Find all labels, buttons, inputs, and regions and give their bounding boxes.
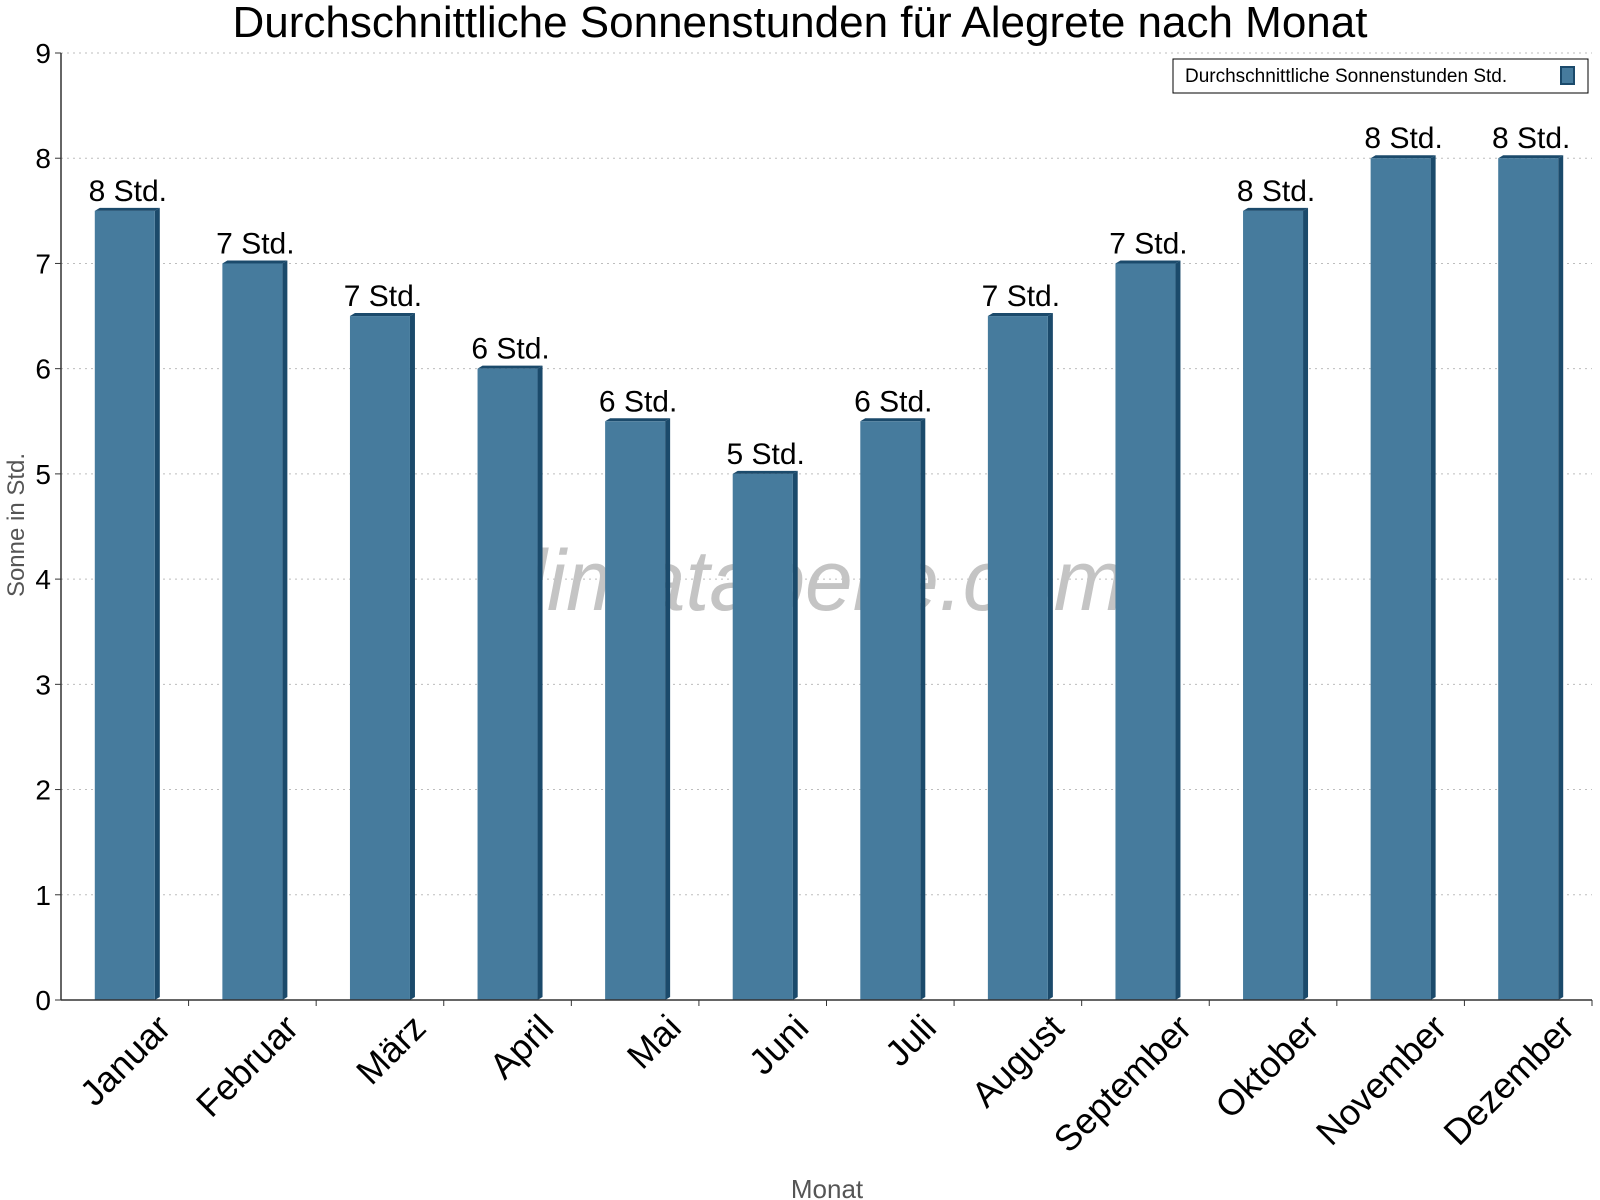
- bar: [1115, 263, 1176, 1000]
- bar: [349, 316, 410, 1000]
- bar: [605, 421, 666, 1000]
- bar: [1370, 158, 1431, 1000]
- bar-top: [1243, 207, 1309, 211]
- bar-value-label: 6 Std.: [854, 385, 932, 418]
- bar-value-label: 6 Std.: [471, 333, 549, 366]
- bar-value-label: 8 Std.: [1492, 122, 1570, 155]
- y-tick-label: 1: [35, 880, 51, 911]
- bar-group: 8 Std.: [89, 175, 167, 1001]
- x-tick-label: Oktober: [1207, 1007, 1327, 1127]
- bar-group: 8 Std.: [1364, 122, 1443, 1000]
- bar-side: [1175, 260, 1181, 1000]
- y-axis-label: Sonne in Std.: [3, 453, 30, 597]
- legend: Durchschnittliche Sonnenstunden Std.: [1172, 58, 1589, 94]
- x-tick-label: Februar: [188, 1007, 306, 1125]
- y-tick-label: 2: [35, 775, 51, 806]
- bar-side: [792, 470, 798, 1000]
- bar-group: 7 Std.: [982, 280, 1060, 1000]
- x-axis-label: Monat: [791, 1174, 864, 1200]
- x-tick-label: November: [1308, 1007, 1454, 1153]
- bar-group: 6 Std.: [599, 385, 677, 1000]
- bar-top: [1115, 260, 1181, 264]
- bar-value-label: 6 Std.: [599, 385, 677, 418]
- y-tick-label: 6: [35, 354, 51, 385]
- bar-value-label: 7 Std.: [216, 227, 294, 260]
- bar: [477, 368, 538, 1001]
- y-axis-ticks: 0 1 2 3 4 5 6 7 8 9: [35, 38, 61, 1016]
- x-tick-label: Juni: [741, 1007, 817, 1083]
- bar-side: [665, 418, 671, 1000]
- bar-value-label: 7 Std.: [982, 280, 1060, 313]
- bar-side: [282, 260, 288, 1000]
- bar-value-label: 8 Std.: [89, 175, 167, 208]
- x-tick-label: Januar: [72, 1007, 179, 1114]
- bar-side: [1303, 207, 1309, 1001]
- y-tick-label: 3: [35, 669, 51, 700]
- y-tick-label: 7: [35, 248, 51, 279]
- y-tick-label: 4: [35, 564, 51, 595]
- legend-swatch: [1560, 66, 1575, 85]
- bar-side: [1047, 313, 1053, 1000]
- y-tick-label: 8: [35, 143, 51, 174]
- axes: [60, 53, 1592, 1001]
- bar-group: 7 Std.: [1109, 227, 1188, 1000]
- x-tick-label: Juli: [877, 1007, 944, 1074]
- bar-value-label: 5 Std.: [727, 438, 805, 471]
- legend-box: [1172, 58, 1589, 94]
- bar-value-label: 8 Std.: [1364, 122, 1442, 155]
- bar-value-label: 7 Std.: [1109, 227, 1187, 260]
- bar-group: 8 Std.: [1492, 122, 1570, 1000]
- x-tick-label: April: [481, 1007, 561, 1087]
- bar: [860, 421, 921, 1000]
- legend-label: Durchschnittliche Sonnenstunden Std.: [1185, 66, 1507, 87]
- y-tick-label: 9: [35, 38, 51, 69]
- bars: 8 Std. 7 Std. 7 Std. 6 Std. 6 Std. 5 Std. 6 St…: [89, 122, 1570, 1001]
- bar-top: [987, 313, 1053, 317]
- bar-top: [94, 207, 160, 211]
- bar-group: 6 Std.: [854, 385, 932, 1000]
- x-tick-label: August: [963, 1007, 1071, 1115]
- x-tick-label: September: [1046, 1007, 1200, 1161]
- bar: [732, 473, 793, 1000]
- bar-group: 7 Std.: [216, 227, 295, 1000]
- bar-top: [860, 418, 926, 422]
- bar-side: [537, 365, 543, 1001]
- bar-top: [477, 365, 543, 369]
- bar-value-label: 8 Std.: [1237, 175, 1315, 208]
- y-tick-label: 5: [35, 459, 51, 490]
- bar-side: [1430, 155, 1436, 1000]
- bar-side: [920, 418, 926, 1000]
- chart-title: Durchschnittliche Sonnenstunden für Aleg…: [232, 0, 1368, 47]
- bar-top: [222, 260, 288, 264]
- bar-top: [1498, 155, 1564, 159]
- bar: [222, 263, 283, 1000]
- bar-value-label: 7 Std.: [344, 280, 422, 313]
- bar: [1498, 158, 1559, 1000]
- x-tick-label: März: [348, 1007, 434, 1093]
- bar-side: [154, 207, 160, 1001]
- x-tick-label: Dezember: [1435, 1007, 1581, 1153]
- bar-top: [349, 313, 415, 317]
- bar: [1243, 210, 1304, 1001]
- bar-side: [1558, 155, 1564, 1000]
- x-axis-ticks: Januar Februar März April Mai Juni Juli AugustS…: [72, 1000, 1593, 1161]
- bar-top: [605, 418, 671, 422]
- bar-group: 6 Std.: [471, 333, 550, 1001]
- bar: [987, 316, 1048, 1000]
- bar-group: 7 Std.: [344, 280, 422, 1000]
- x-tick-label: Mai: [619, 1007, 689, 1077]
- grid-lines: [61, 52, 1592, 896]
- bar-group: 8 Std.: [1237, 175, 1315, 1001]
- bar-top: [732, 470, 798, 474]
- bar-top: [1370, 155, 1436, 159]
- bar-side: [409, 313, 415, 1000]
- y-tick-label: 0: [35, 985, 51, 1016]
- bar: [94, 210, 155, 1001]
- bar-group: 5 Std.: [727, 438, 805, 1000]
